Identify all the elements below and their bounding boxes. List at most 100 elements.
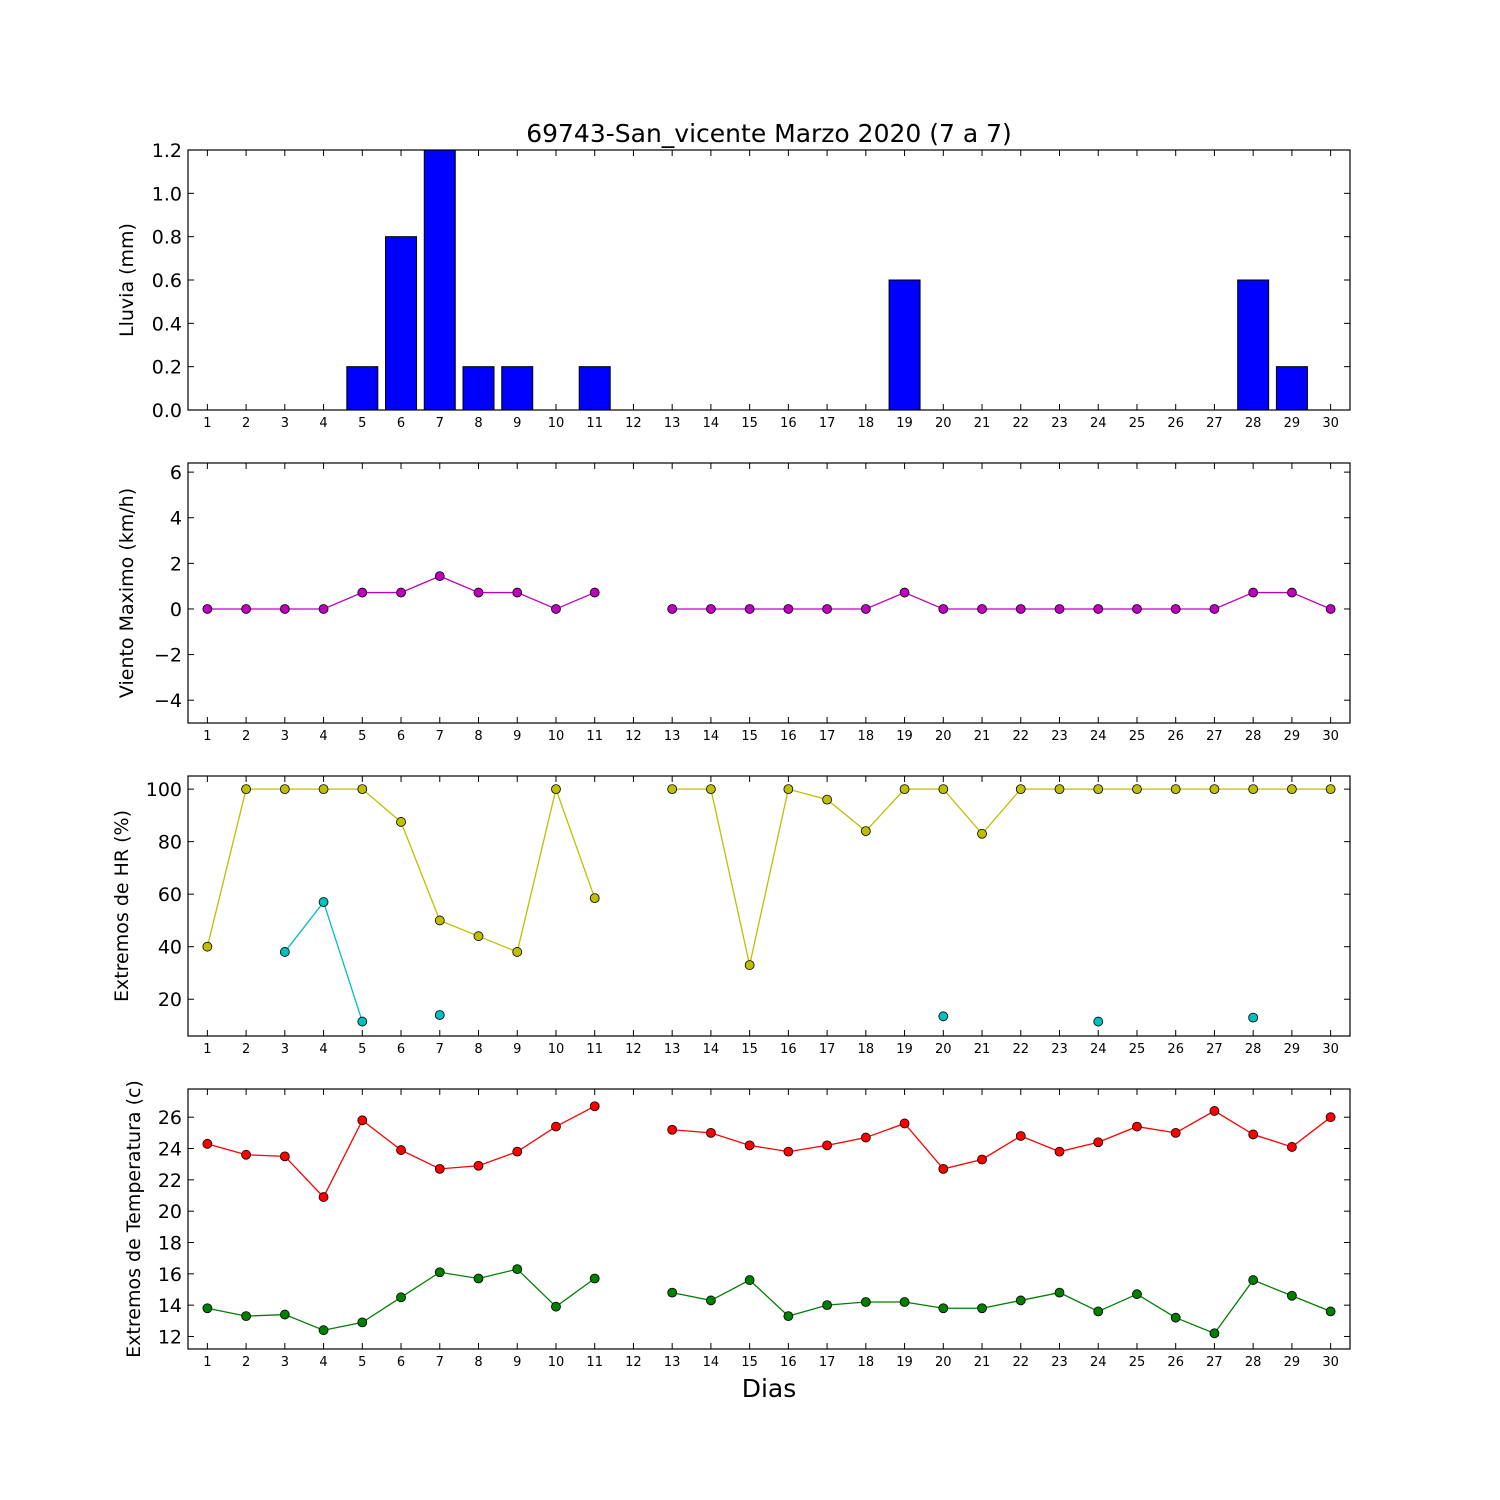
series-1-point (396, 587, 406, 598)
y-tick-label: 2 (170, 553, 182, 575)
x-tick-label: 17 (819, 1042, 836, 1057)
series-1-point (434, 1163, 445, 1174)
x-tick-label: 13 (664, 1355, 681, 1370)
series-1-point (241, 784, 252, 795)
rain-bar (888, 279, 921, 411)
x-tick-label: 26 (1167, 1355, 1184, 1370)
x-tick-label: 19 (896, 1042, 913, 1057)
y-axis-label: Extremos de HR (%) (111, 810, 133, 1002)
series-1-point (202, 941, 213, 952)
series-1-point (1325, 784, 1336, 795)
y-tick-label: 40 (158, 937, 182, 959)
x-tick-label: 8 (474, 1355, 482, 1370)
series-1-point (434, 571, 445, 582)
series-2-point (279, 947, 290, 957)
series-1-point (938, 1163, 949, 1174)
series-1-point (783, 1146, 794, 1157)
x-tick-label: 30 (1322, 1355, 1339, 1370)
x-tick-label: 16 (780, 729, 797, 744)
x-tick-label: 28 (1245, 1355, 1262, 1370)
series-1-point (1325, 604, 1336, 614)
series-2-point (1093, 1306, 1104, 1317)
series-2-point (434, 1267, 445, 1278)
x-tick-label: 20 (935, 1355, 952, 1370)
x-tick-label: 9 (513, 1355, 521, 1370)
x-tick-label: 25 (1129, 416, 1146, 431)
series-1-point (241, 604, 252, 614)
series-2-point (1248, 1012, 1259, 1023)
x-tick-label: 12 (625, 416, 642, 431)
x-tick-label: 6 (397, 416, 405, 431)
x-tick-label: 10 (548, 729, 565, 744)
x-axis-label: Dias (742, 1374, 797, 1403)
series-2-point (860, 1297, 871, 1307)
series-1-point (1054, 1146, 1065, 1157)
y-tick-label: 0.8 (152, 227, 182, 249)
rain-bar (578, 366, 611, 411)
x-tick-label: 24 (1090, 1042, 1107, 1057)
series-2-point (473, 1273, 484, 1284)
series-1-point (860, 1132, 871, 1143)
x-tick-label: 18 (858, 1355, 875, 1370)
series-1-point (1248, 784, 1259, 795)
x-tick-label: 4 (319, 416, 327, 431)
series-1-point (1287, 587, 1297, 598)
series-1-point (938, 604, 949, 614)
y-tick-label: 6 (170, 462, 182, 484)
series-1-point (1170, 604, 1181, 614)
x-tick-label: 23 (1051, 1042, 1068, 1057)
series-2-point (512, 1264, 523, 1275)
x-tick-label: 1 (203, 1042, 211, 1057)
series-2-point (396, 1292, 406, 1303)
x-tick-label: 23 (1051, 416, 1068, 431)
series-1-point (667, 604, 678, 614)
x-tick-label: 29 (1284, 729, 1301, 744)
series-1-point (396, 1145, 406, 1155)
series-1-point (977, 828, 987, 839)
series-1-point (551, 604, 561, 614)
x-tick-label: 22 (1012, 1042, 1029, 1057)
x-tick-label: 25 (1129, 1042, 1146, 1057)
x-tick-label: 17 (819, 416, 836, 431)
x-tick-label: 11 (586, 416, 603, 431)
x-tick-label: 1 (203, 1355, 211, 1370)
series-1-point (473, 931, 484, 942)
series-1-point (589, 893, 600, 904)
x-tick-label: 30 (1322, 729, 1339, 744)
series-2-point (434, 1010, 445, 1020)
x-tick-label: 17 (819, 1355, 836, 1370)
x-tick-label: 26 (1167, 1042, 1184, 1057)
x-tick-label: 13 (664, 729, 681, 744)
series-1-point (512, 947, 523, 957)
x-tick-label: 21 (974, 1042, 991, 1057)
rain-bar (1237, 279, 1270, 411)
x-tick-label: 5 (358, 1355, 366, 1370)
series-2-point (1132, 1289, 1142, 1300)
y-tick-label: 20 (158, 1201, 182, 1223)
y-tick-label: 0.0 (152, 400, 182, 422)
series-1-point (667, 1124, 678, 1135)
series-1-point (977, 1154, 987, 1165)
y-tick-label: 18 (158, 1232, 182, 1254)
series-1-point (241, 1149, 252, 1160)
series-2-point (318, 1325, 329, 1336)
y-tick-label: 1.2 (152, 140, 182, 162)
series-1-point (512, 587, 523, 598)
x-tick-label: 24 (1090, 416, 1107, 431)
x-tick-label: 15 (741, 416, 758, 431)
series-1-point (1093, 604, 1104, 614)
series-2-point (279, 1309, 290, 1320)
x-tick-label: 11 (586, 729, 603, 744)
x-tick-label: 4 (319, 729, 327, 744)
x-tick-label: 16 (780, 1355, 797, 1370)
x-tick-label: 3 (281, 1042, 289, 1057)
x-tick-label: 7 (436, 1042, 444, 1057)
y-tick-label: 12 (158, 1326, 182, 1348)
y-tick-label: 1.0 (152, 183, 182, 205)
x-tick-label: 14 (703, 1042, 720, 1057)
y-tick-label: 0.4 (152, 313, 182, 335)
rain-bar (462, 366, 495, 411)
x-tick-label: 17 (819, 729, 836, 744)
